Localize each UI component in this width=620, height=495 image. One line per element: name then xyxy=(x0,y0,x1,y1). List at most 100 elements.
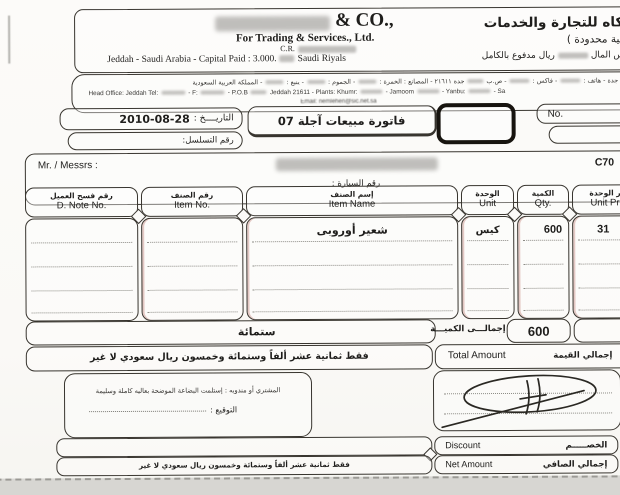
contact-ar-3: جدة ٢١٦١١ - المصانع : الخمرة : xyxy=(379,77,465,86)
body-col-unitprice: 31 xyxy=(572,215,620,319)
col-qty-en: Qty. xyxy=(534,198,552,210)
unit-price-value: 31 xyxy=(597,223,610,236)
company-header-box: & CO., For Trading & Services., Ltd. C.R… xyxy=(74,6,620,74)
invoice-no-box: No. xyxy=(536,103,620,124)
redacted-pob-en xyxy=(250,90,267,95)
serial-label: رقم التسلسل: xyxy=(182,135,234,146)
net-label-en: Net Amount xyxy=(445,459,493,470)
signature-dotted-line xyxy=(89,410,207,413)
capital-suffix-en: Saudi Riyals xyxy=(297,53,346,65)
invoice-code: C70 xyxy=(594,156,615,169)
date-label: التاريــــخ : xyxy=(193,113,234,124)
total-amount-label-ar: إجمالي القيمة xyxy=(553,350,613,361)
col-itemname-en: Item Name xyxy=(328,199,376,211)
contact-en-5: - Yanbu: xyxy=(441,88,466,96)
signature-label: التوقيع : xyxy=(210,405,238,415)
contact-en-3: Jeddah 21611 - Plants: Khumr: xyxy=(269,88,358,97)
capital-prefix-en: Jeddah - Saudi Arabia - Capital Paid : 3… xyxy=(107,54,277,66)
redacted-customer-name xyxy=(275,157,438,172)
contact-en-0: Head Office: Jeddah Tel: xyxy=(88,89,159,98)
col-qty-ar: الكمية xyxy=(531,188,555,198)
contact-email: Email: nemlehen@sic.net.sa xyxy=(300,98,377,106)
amount-words-box: فقط ثمانية عشر ألفاً وستمائة وخمسون ريال… xyxy=(25,344,433,372)
contact-en-1: - F: xyxy=(188,89,198,97)
qty-words-box: ستمائة xyxy=(25,319,436,346)
invoice-title-box: فاتورة مبيعات آجلة 07 xyxy=(247,105,437,138)
unit-value: كيس xyxy=(475,225,500,237)
net-words-box: فقط ثمانية عشر ألفاً وستمائة وخمسون ريال… xyxy=(56,455,433,477)
redacted-jamoom-en xyxy=(416,89,440,94)
invoice-title: فاتورة مبيعات آجلة 07 xyxy=(277,112,406,128)
buyer-signature-row: التوقيع : xyxy=(85,405,237,415)
body-col-itemno xyxy=(141,217,244,321)
item-name-value: شعير أوروبى xyxy=(316,223,388,237)
invoice-no-value-box xyxy=(548,125,620,144)
redacted-khumr-en xyxy=(360,89,383,95)
col-unit-en: Unit xyxy=(479,198,497,210)
redacted-company-name xyxy=(215,15,331,32)
qty-in-words: ستمائة xyxy=(237,325,276,339)
body-col-qty: 600 xyxy=(517,215,570,319)
discount-value-box xyxy=(56,436,433,458)
date-box: التاريــــخ : 2010-08-28 xyxy=(59,107,243,131)
company-subtitle: For Trading & Services., Ltd. xyxy=(235,31,375,45)
buyer-receipt-line: المشتري أو مندوبه : إستلمت البضاعة الموض… xyxy=(95,386,281,396)
amount-in-words: فقط ثمانية عشر ألفاً وستمائة وخمسون ريال… xyxy=(89,350,369,364)
col-header-unit: الوحدة Unit xyxy=(460,184,515,216)
col-itemname-ar: إسم الصنف xyxy=(330,189,374,200)
col-header-qty: الكمية Qty. xyxy=(516,184,570,215)
col-itemno-en: Item No. xyxy=(174,199,211,212)
scan-background-strip xyxy=(0,475,620,495)
redacted-jamoom-ar xyxy=(306,79,325,85)
contact-ar-5: - ينبع : xyxy=(286,78,304,87)
redacted-cr-number xyxy=(297,45,356,53)
body-col-unit: كيس xyxy=(461,215,515,320)
net-amount-in-words: فقط ثمانية عشر ألفاً وستمائة وخمسون ريال… xyxy=(138,459,350,470)
company-name-ar: ركاه للتجارة والخدمات xyxy=(483,14,620,32)
contact-en-2: - P.O.B xyxy=(227,89,248,97)
discount-label-en: Discount xyxy=(445,440,481,451)
cr-line: C.R. xyxy=(280,44,359,53)
company-type-ar: ئولية محدودة ) xyxy=(566,33,620,46)
redacted-capital-digits-ar xyxy=(557,52,588,59)
redacted-khumrah xyxy=(358,79,377,84)
body-col-itemname: شعير أوروبى xyxy=(246,216,459,321)
col-header-itemno: رقم الصنف Item No. xyxy=(140,186,244,217)
redacted-capital-digits xyxy=(279,55,295,63)
no-label: No. xyxy=(547,108,564,120)
col-itemno-ar: رقم الصنف xyxy=(170,190,214,200)
contact-line-ar: ي : جدة - هاتف : - فاكس : - ص.ب جدة ٢١٦١١ -… xyxy=(192,76,620,86)
total-qty-label: إجمالـــى الكميـــة xyxy=(430,323,506,335)
serial-box: رقم التسلسل: xyxy=(67,131,243,151)
col-header-itemname: إسم الصنف Item Name xyxy=(245,185,459,217)
capital-line-ar: رأس المال ريال مدفوع بالكامل xyxy=(482,50,620,61)
contact-en-6: - Sa xyxy=(493,87,506,96)
messrs-label: Mr. / Messrs : xyxy=(37,160,98,172)
qty-value: 600 xyxy=(543,223,563,236)
cr-label: C.R. xyxy=(280,44,295,54)
signature-scribble xyxy=(441,374,597,429)
contact-ar-1: - فاكس : xyxy=(532,76,558,85)
discount-label-ar: الخصـــــم xyxy=(565,439,608,451)
total-amount-label-en: Total Amount xyxy=(447,349,506,362)
company-name-suffix: & CO., xyxy=(335,9,394,31)
col-unit-ar: الوحدة xyxy=(475,189,500,199)
col-dnote-ar: رقم فسح العميل xyxy=(50,191,113,201)
capital-suffix-ar: ريال مدفوع بالكامل xyxy=(481,50,555,62)
total-qty-box: 600 xyxy=(506,318,571,343)
redacted-yanbu-ar xyxy=(265,80,284,85)
stamp-box xyxy=(436,102,516,145)
net-label-box: Net Amount إجمالي الصافي xyxy=(434,454,619,475)
col-dnote-en: D. Note No. xyxy=(56,200,107,212)
discount-label-box: Discount الخصـــــم xyxy=(434,435,619,456)
scan-edge-artifact xyxy=(8,15,11,64)
redacted-fax-en xyxy=(200,90,225,95)
contact-line-en: Head Office: Jeddah Tel: - F: - P.O.B Jedda… xyxy=(88,88,505,97)
date-value: 2010-08-28 xyxy=(119,112,190,126)
capital-line-en: Jeddah - Saudi Arabia - Capital Paid : 3… xyxy=(107,54,346,65)
redacted-phone xyxy=(560,78,581,83)
redacted-tel-en xyxy=(161,90,186,96)
col-header-unitprice: سعر الوحدة Unit Price xyxy=(571,184,620,215)
